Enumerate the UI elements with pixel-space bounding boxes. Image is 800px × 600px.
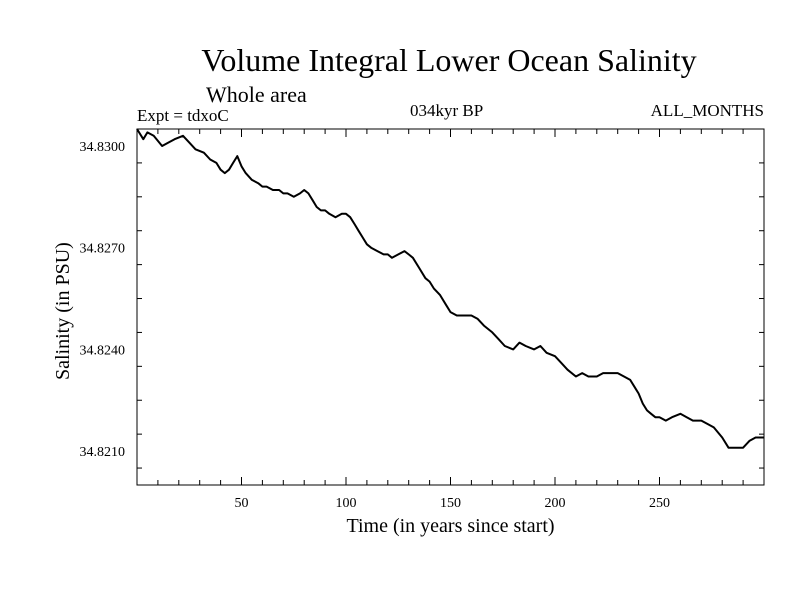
x-tick-label: 50 bbox=[235, 496, 249, 511]
chart-title: Volume Integral Lower Ocean Salinity bbox=[201, 42, 697, 78]
period-label: 034kyr BP bbox=[410, 101, 484, 120]
axis-tick-labels: 50 100 150 200 250 34.8210 34.8240 34.8270 34.83… bbox=[80, 140, 671, 511]
salinity-line bbox=[136, 128, 764, 449]
plot-frame bbox=[136, 128, 765, 486]
y-axis-label: Salinity (in PSU) bbox=[52, 242, 74, 380]
x-tick-label: 200 bbox=[545, 496, 566, 511]
y-tick-label: 34.8210 bbox=[80, 445, 126, 460]
x-tick-label: 150 bbox=[440, 496, 461, 511]
months-label: ALL_MONTHS bbox=[650, 101, 764, 120]
axis-ticks bbox=[137, 129, 764, 485]
y-tick-label: 34.8240 bbox=[80, 343, 126, 358]
y-tick-label: 34.8270 bbox=[80, 242, 126, 257]
chart-subtitle: Whole area bbox=[206, 82, 307, 107]
x-tick-label: 100 bbox=[336, 496, 357, 511]
experiment-label: Expt = tdxoC bbox=[137, 106, 229, 125]
x-axis-label: Time (in years since start) bbox=[346, 515, 555, 537]
x-tick-label: 250 bbox=[649, 496, 670, 511]
y-tick-label: 34.8300 bbox=[80, 140, 126, 155]
